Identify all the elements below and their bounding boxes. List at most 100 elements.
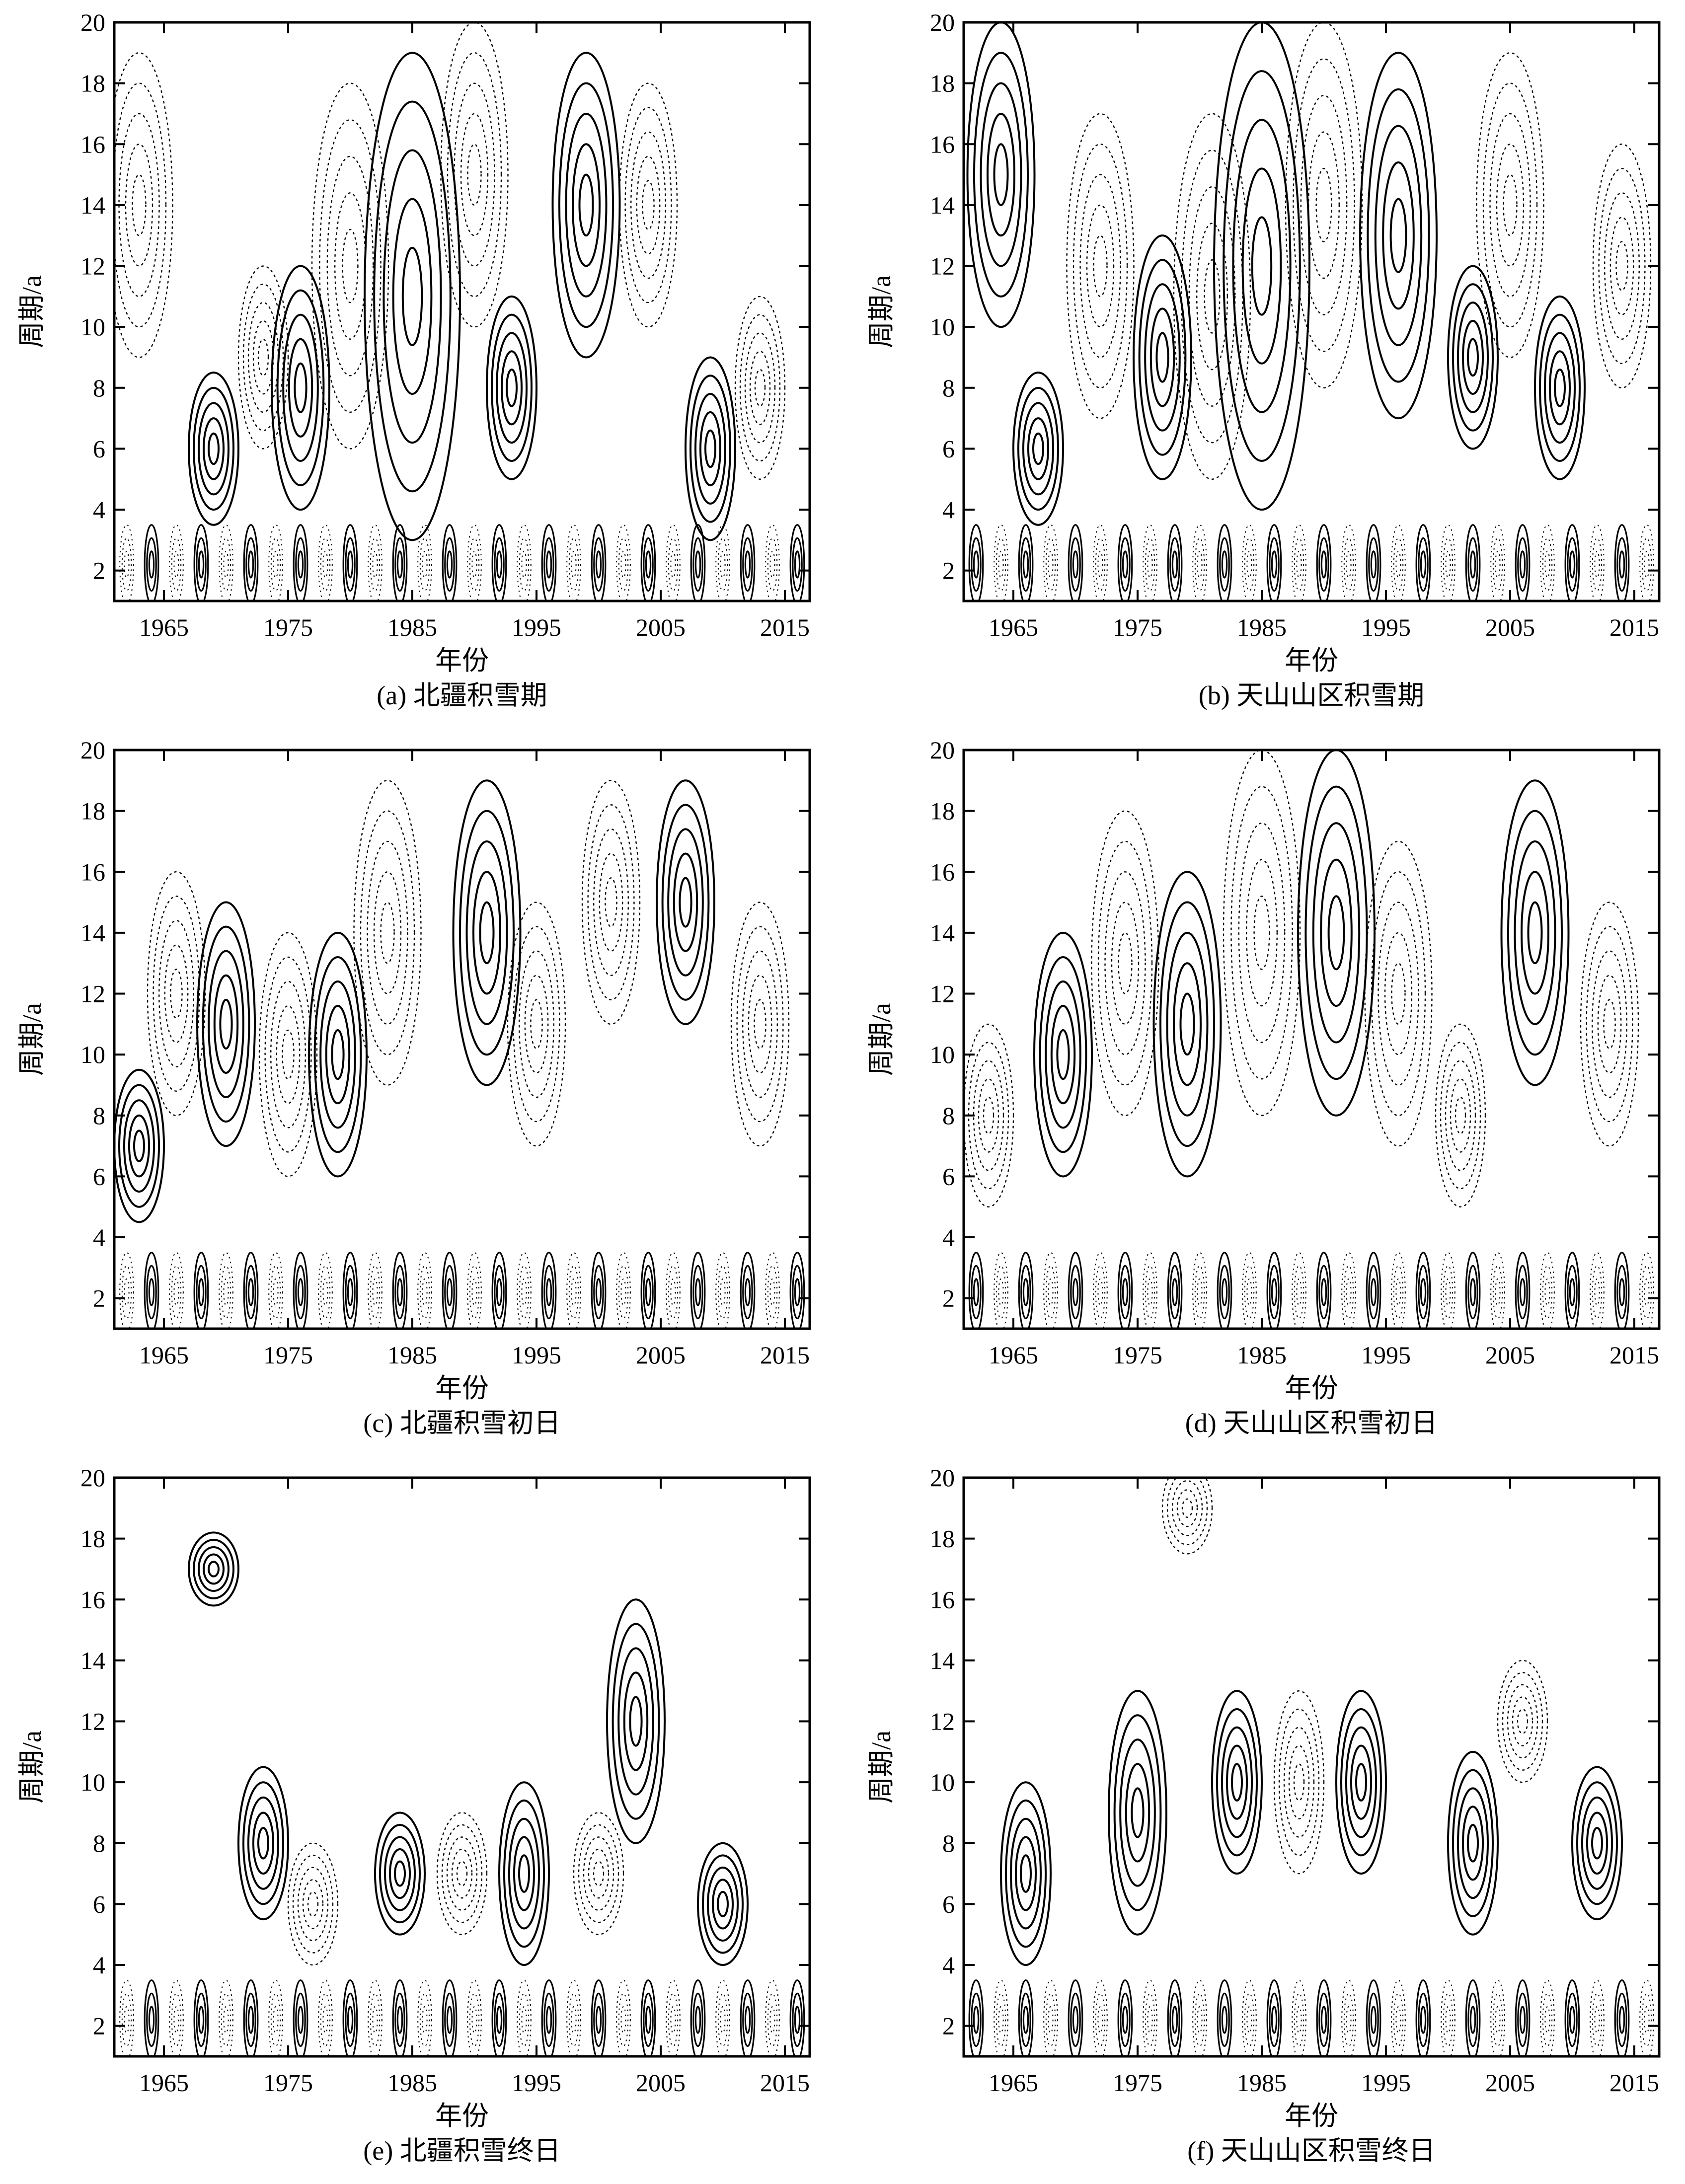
contour-line [1443, 1993, 1454, 2047]
contour-line [1382, 161, 1415, 310]
contour-line [380, 902, 395, 964]
contour-line [623, 1671, 649, 1771]
y-tick-label: 10 [80, 313, 105, 341]
contour-line [670, 1278, 676, 1306]
y-tick-label: 20 [930, 8, 955, 36]
contour-line [442, 1252, 458, 1329]
contour-line [1266, 524, 1282, 601]
contour-line [1345, 1726, 1377, 1838]
contour-line [1519, 550, 1526, 579]
contour-line [1359, 52, 1438, 420]
contour-line [1192, 1252, 1207, 1329]
contour-line [479, 901, 495, 965]
contour-line [640, 524, 656, 601]
contour-line [394, 1860, 406, 1887]
contour-line [243, 1979, 259, 2056]
contour-line [1176, 1489, 1198, 1527]
contour-line [973, 550, 980, 579]
contour-line [517, 1252, 532, 1329]
panel-d: 2 4 6 8 10 12 14 16 18 20 1965 1975 1985 1995 2005 2015… [866, 736, 1661, 1438]
panel-caption: (f) 天山山区积雪终日 [1187, 2136, 1435, 2166]
contour-line [322, 1278, 328, 1306]
contour-line [1368, 1992, 1379, 2047]
contour-line [1415, 524, 1431, 601]
contour-line [588, 1848, 610, 1899]
contour-line [372, 550, 378, 579]
contour-line [1296, 2006, 1302, 2034]
positive-contour-center [1211, 1690, 1263, 1875]
contour-field [188, 1531, 749, 1966]
contour-line [456, 1861, 468, 1886]
contour-line [1166, 931, 1209, 1117]
contour-line [392, 1252, 408, 1329]
contour-line [392, 1979, 408, 2056]
contour-line [1285, 22, 1363, 388]
contour-line [543, 537, 554, 592]
negative-contour-center [1435, 1023, 1486, 1207]
contour-line [417, 1252, 432, 1329]
y-axis-label: 周期/a [866, 275, 896, 348]
contour-line [282, 1029, 295, 1080]
contour-line [1519, 2006, 1526, 2034]
contour-line [694, 550, 701, 579]
contour-line [1204, 259, 1221, 334]
contour-line [1005, 1799, 1047, 1948]
contour-line [459, 810, 515, 1056]
contour-line [396, 1278, 403, 1306]
contour-line [196, 901, 256, 1147]
contour-line [1045, 1993, 1056, 2047]
contour-line [1000, 1781, 1052, 1966]
contour-line [1614, 524, 1630, 601]
contour-line [1251, 216, 1273, 316]
contour-line [1539, 313, 1581, 462]
panel-c: 2 4 6 8 10 12 14 16 18 20 1965 1975 1985 1995 2005 2015… [17, 736, 811, 1438]
y-tick-label: 16 [80, 1585, 105, 1613]
contour-line [444, 1992, 455, 2047]
contour-line [792, 1992, 803, 2047]
plot-frame [113, 749, 811, 1330]
contour-line [645, 1278, 652, 1306]
contour-line [640, 1252, 656, 1329]
contour-line [208, 950, 244, 1099]
x-tick-label: 1995 [512, 613, 561, 641]
contour-line [1032, 432, 1044, 465]
positive-contour-center [1359, 52, 1438, 420]
contour-line [1293, 58, 1355, 352]
contour-line [616, 1979, 631, 2056]
x-tick-label: 2005 [636, 2069, 686, 2097]
x-tick-label: 2005 [1485, 1341, 1535, 1369]
contour-line [1393, 1993, 1404, 2047]
contour-line [133, 1130, 145, 1162]
contour-line [1569, 1278, 1576, 1306]
contour-line [1027, 417, 1049, 480]
contour-line [1155, 332, 1169, 383]
contour-line [121, 537, 132, 592]
contour-line [668, 537, 679, 592]
contour-line [1244, 537, 1255, 592]
y-tick-label: 10 [80, 1041, 105, 1068]
contour-line [1020, 537, 1031, 592]
contour-line [1465, 1979, 1481, 2056]
contour-line [223, 550, 229, 579]
contour-line [392, 198, 433, 395]
panel-caption: (d) 天山山区积雪初日 [1185, 1408, 1438, 1438]
contour-line [319, 119, 382, 413]
positive-contour-center [1571, 1766, 1623, 1921]
contour-line [1554, 368, 1566, 407]
y-tick-label: 6 [93, 435, 105, 462]
contour-line [342, 524, 358, 601]
contour-line [1341, 1979, 1356, 2056]
contour-line [125, 144, 153, 267]
contour-line [1368, 1265, 1379, 1320]
contour-line [1452, 283, 1494, 432]
contour-line [1592, 144, 1652, 389]
contour-line [734, 296, 786, 480]
y-tick-label: 4 [942, 496, 955, 524]
contour-line [119, 1252, 134, 1329]
y-tick-label: 4 [93, 1951, 105, 1979]
contour-line [1435, 1023, 1486, 1207]
contour-line [292, 1855, 334, 1954]
contour-line [1266, 1252, 1282, 1329]
contour-line [1095, 1265, 1106, 1319]
